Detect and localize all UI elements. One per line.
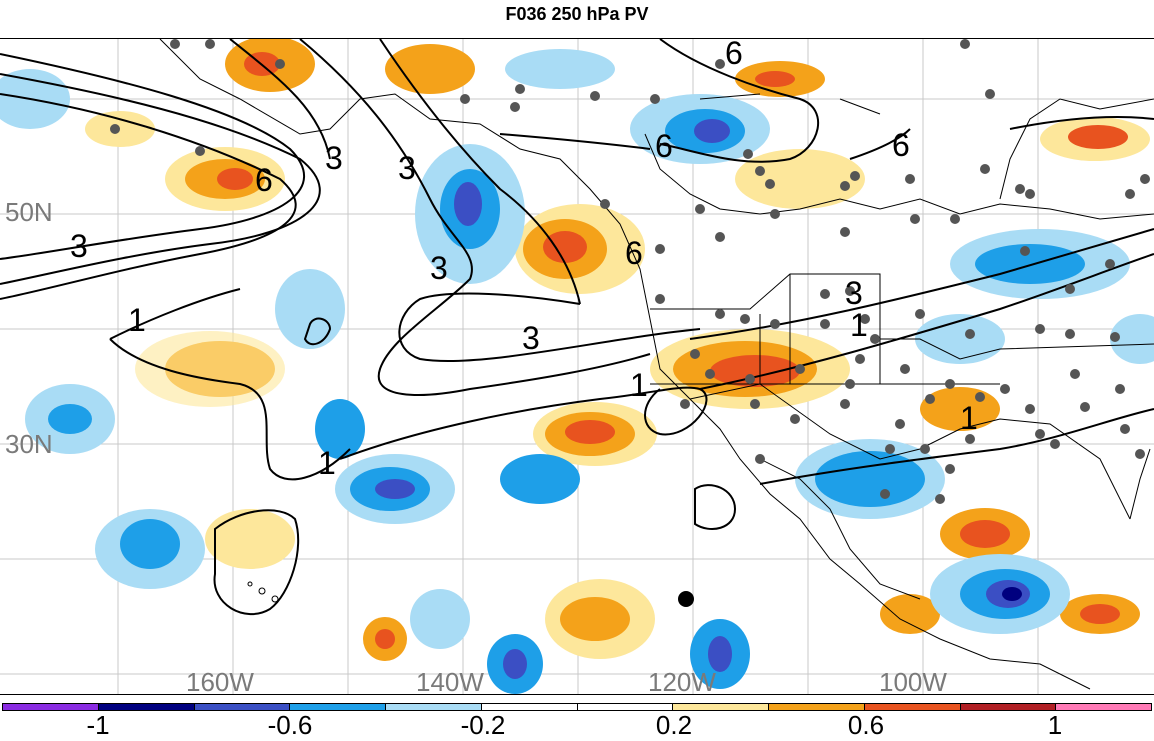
contour-label: 6 — [625, 235, 643, 271]
colorbar-segment — [673, 704, 769, 710]
colorbar-segment — [481, 704, 578, 710]
station-dots — [110, 39, 1150, 504]
contour-label: 3 — [70, 228, 88, 264]
contour-label: 3 — [430, 250, 448, 286]
colorbar-segment — [960, 704, 1057, 710]
colorbar-segment — [864, 704, 961, 710]
pv-contours — [0, 39, 1154, 615]
longitude-label: 160W — [186, 667, 254, 695]
colorbar-segment — [98, 704, 195, 710]
contour-label: 3 — [398, 150, 416, 186]
colorbar — [2, 703, 1152, 711]
colorbar-label: -0.2 — [460, 710, 506, 740]
contour-label: 1 — [318, 445, 336, 481]
longitude-label: 100W — [879, 667, 947, 695]
pv-fill-negative — [0, 49, 1154, 694]
contour-label: 1 — [128, 302, 146, 338]
contour-label: 6 — [725, 39, 743, 71]
pv-fill-positive — [85, 39, 1150, 661]
contour-label: 6 — [255, 162, 273, 198]
contour-label: 6 — [892, 127, 910, 163]
colorbar-segment — [290, 704, 386, 710]
contour-label: 3 — [325, 140, 343, 176]
contour-label: 3 — [845, 275, 863, 311]
colorbar-label: -0.6 — [267, 710, 313, 740]
map-title: F036 250 hPa PV — [505, 4, 649, 24]
colorbar-label: 1 — [1047, 710, 1063, 740]
colorbar-segment — [577, 704, 674, 710]
map-panel: 6 3 3 6 6 6 6 3 3 3 1 1 1 1 1 3 50N 30N … — [0, 38, 1154, 695]
contour-label: 1 — [850, 307, 868, 343]
marker-dot — [678, 591, 694, 607]
contour-label: 1 — [960, 400, 978, 436]
contour-label-group: 6 3 3 6 6 6 6 3 3 3 1 1 1 1 1 3 — [70, 39, 978, 481]
contour-label: 3 — [522, 320, 540, 356]
latitude-label: 30N — [5, 429, 53, 459]
colorbar-segment — [3, 704, 99, 710]
colorbar-segment — [769, 704, 865, 710]
colorbar-segment — [194, 704, 291, 710]
longitude-label: 120W — [648, 667, 716, 695]
latitude-label: 50N — [5, 197, 53, 227]
contour-label: 6 — [655, 128, 673, 164]
contour-label: 1 — [630, 367, 648, 403]
colorbar-label: 0.2 — [655, 710, 693, 740]
colorbar-segment — [1056, 704, 1151, 710]
longitude-label: 140W — [416, 667, 484, 695]
colorbar-segment — [386, 704, 482, 710]
colorbar-label: 0.6 — [847, 710, 885, 740]
pv-map: 6 3 3 6 6 6 6 3 3 3 1 1 1 1 1 3 — [0, 39, 1154, 694]
colorbar-label: -1 — [86, 710, 110, 740]
